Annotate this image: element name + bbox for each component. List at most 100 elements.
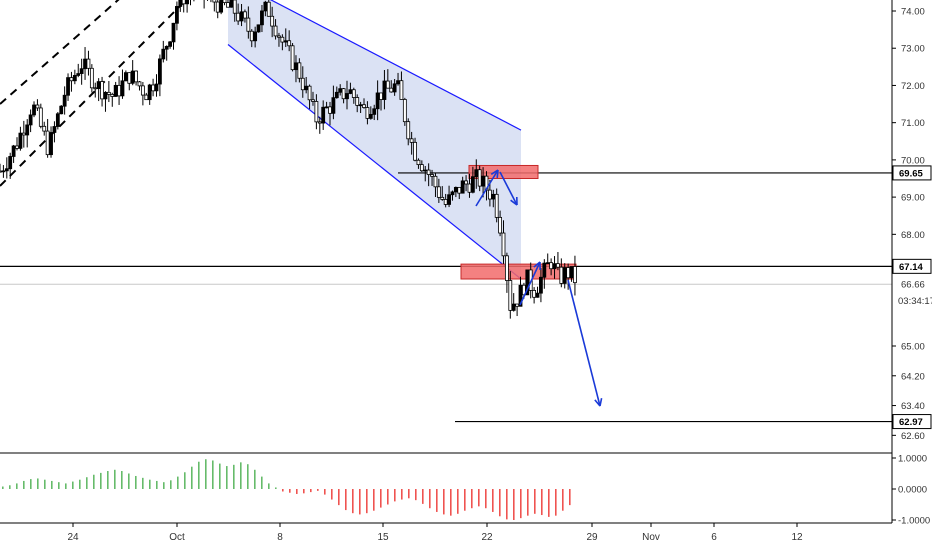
countdown-label: 03:34:17 bbox=[898, 296, 932, 307]
candle-body bbox=[151, 84, 155, 92]
price-tick-label: 73.00 bbox=[901, 44, 925, 55]
candle-body bbox=[504, 255, 509, 281]
time-tick-label: 6 bbox=[711, 532, 717, 543]
osc-bar-negative bbox=[436, 489, 438, 512]
candle-body bbox=[52, 126, 57, 133]
candle-body bbox=[72, 75, 77, 82]
candle-body bbox=[389, 87, 394, 93]
osc-bar-negative bbox=[303, 489, 305, 494]
time-tick-label: 29 bbox=[586, 532, 598, 543]
osc-bar-positive bbox=[128, 473, 130, 489]
candle-body bbox=[535, 292, 540, 298]
candle-body bbox=[123, 72, 128, 82]
candle-body bbox=[385, 80, 390, 89]
candle-body bbox=[460, 180, 465, 194]
osc-bar-positive bbox=[212, 460, 214, 489]
candle-body bbox=[212, 0, 217, 3]
candle-body bbox=[106, 91, 111, 95]
current-price-label: 66.66 bbox=[901, 280, 925, 291]
candle-body bbox=[277, 35, 281, 38]
osc-bar-negative bbox=[373, 489, 375, 511]
candle-body bbox=[280, 36, 285, 43]
candle-body bbox=[470, 176, 475, 193]
candle-body bbox=[181, 0, 186, 5]
osc-bar-positive bbox=[121, 471, 123, 489]
osc-bar-negative bbox=[331, 489, 333, 500]
candle-body bbox=[358, 104, 363, 107]
osc-bar-negative bbox=[429, 489, 431, 509]
candle-body bbox=[55, 113, 60, 127]
osc-bar-negative bbox=[422, 489, 424, 504]
candle-body bbox=[382, 80, 387, 100]
candle-body bbox=[290, 45, 295, 71]
candle-body bbox=[222, 0, 227, 4]
time-tick-label: 24 bbox=[67, 532, 79, 543]
trend-arrows bbox=[475, 169, 603, 407]
osc-bar-positive bbox=[247, 464, 249, 489]
price-tick-label: 64.20 bbox=[901, 371, 925, 382]
candle-body bbox=[413, 141, 417, 161]
candle-body bbox=[368, 114, 373, 119]
candle-body bbox=[144, 94, 149, 101]
candle-body bbox=[311, 99, 315, 102]
price-tick-label: 71.00 bbox=[901, 118, 925, 129]
candle-body bbox=[273, 25, 278, 37]
candle-body bbox=[365, 107, 370, 119]
osc-bar-negative bbox=[555, 489, 557, 516]
candle-body bbox=[120, 80, 125, 97]
candle-body bbox=[49, 132, 53, 156]
time-tick-label: 22 bbox=[481, 532, 493, 543]
candle-body bbox=[525, 269, 530, 296]
candle-body bbox=[249, 30, 254, 42]
candle-body bbox=[348, 89, 353, 94]
osc-bar-positive bbox=[65, 483, 67, 489]
candle-body bbox=[110, 93, 115, 97]
osc-bar-positive bbox=[30, 479, 32, 489]
candle-body bbox=[443, 199, 448, 205]
candle-body bbox=[542, 262, 547, 278]
osc-bar-negative bbox=[478, 489, 480, 507]
candle-body bbox=[569, 266, 574, 279]
candle-body bbox=[566, 267, 571, 279]
candle-body bbox=[21, 132, 26, 136]
osc-bar-positive bbox=[261, 476, 263, 489]
osc-bar-positive bbox=[86, 477, 88, 489]
osc-bar-positive bbox=[23, 480, 25, 489]
candle-body bbox=[501, 232, 506, 257]
osc-bar-negative bbox=[359, 489, 361, 515]
candle-body bbox=[4, 168, 9, 172]
candle-body bbox=[464, 180, 468, 185]
candle-body bbox=[127, 72, 132, 84]
candle-body bbox=[498, 216, 502, 234]
candle-body bbox=[440, 196, 445, 200]
candle-body bbox=[270, 15, 275, 27]
osc-bar-positive bbox=[177, 476, 179, 489]
candle-body bbox=[246, 17, 251, 32]
candle-body bbox=[331, 97, 336, 114]
candle-body bbox=[375, 92, 380, 110]
osc-bar-negative bbox=[338, 489, 340, 506]
osc-bar-negative bbox=[527, 489, 529, 516]
down-channel-upper bbox=[269, 0, 522, 131]
osc-bar-positive bbox=[191, 466, 193, 489]
candle-body bbox=[573, 266, 577, 284]
candle-body bbox=[345, 93, 349, 100]
candle-body bbox=[147, 84, 152, 101]
osc-bar-positive bbox=[156, 480, 158, 489]
projection-arrow bbox=[567, 279, 601, 407]
osc-tick-label: 1.0000 bbox=[898, 454, 927, 465]
time-tick-label: 12 bbox=[791, 532, 803, 543]
candle-body bbox=[154, 83, 159, 92]
candle-body bbox=[168, 41, 173, 47]
candle-body bbox=[175, 6, 179, 24]
osc-bar-negative bbox=[499, 489, 501, 517]
candle-body bbox=[62, 94, 67, 107]
candle-body bbox=[232, 0, 237, 14]
candle-body bbox=[287, 40, 292, 47]
osc-bar-positive bbox=[135, 475, 137, 489]
osc-bar-positive bbox=[205, 459, 207, 489]
candle-body bbox=[66, 77, 70, 96]
osc-bar-negative bbox=[485, 489, 487, 509]
candle-body bbox=[511, 303, 516, 311]
